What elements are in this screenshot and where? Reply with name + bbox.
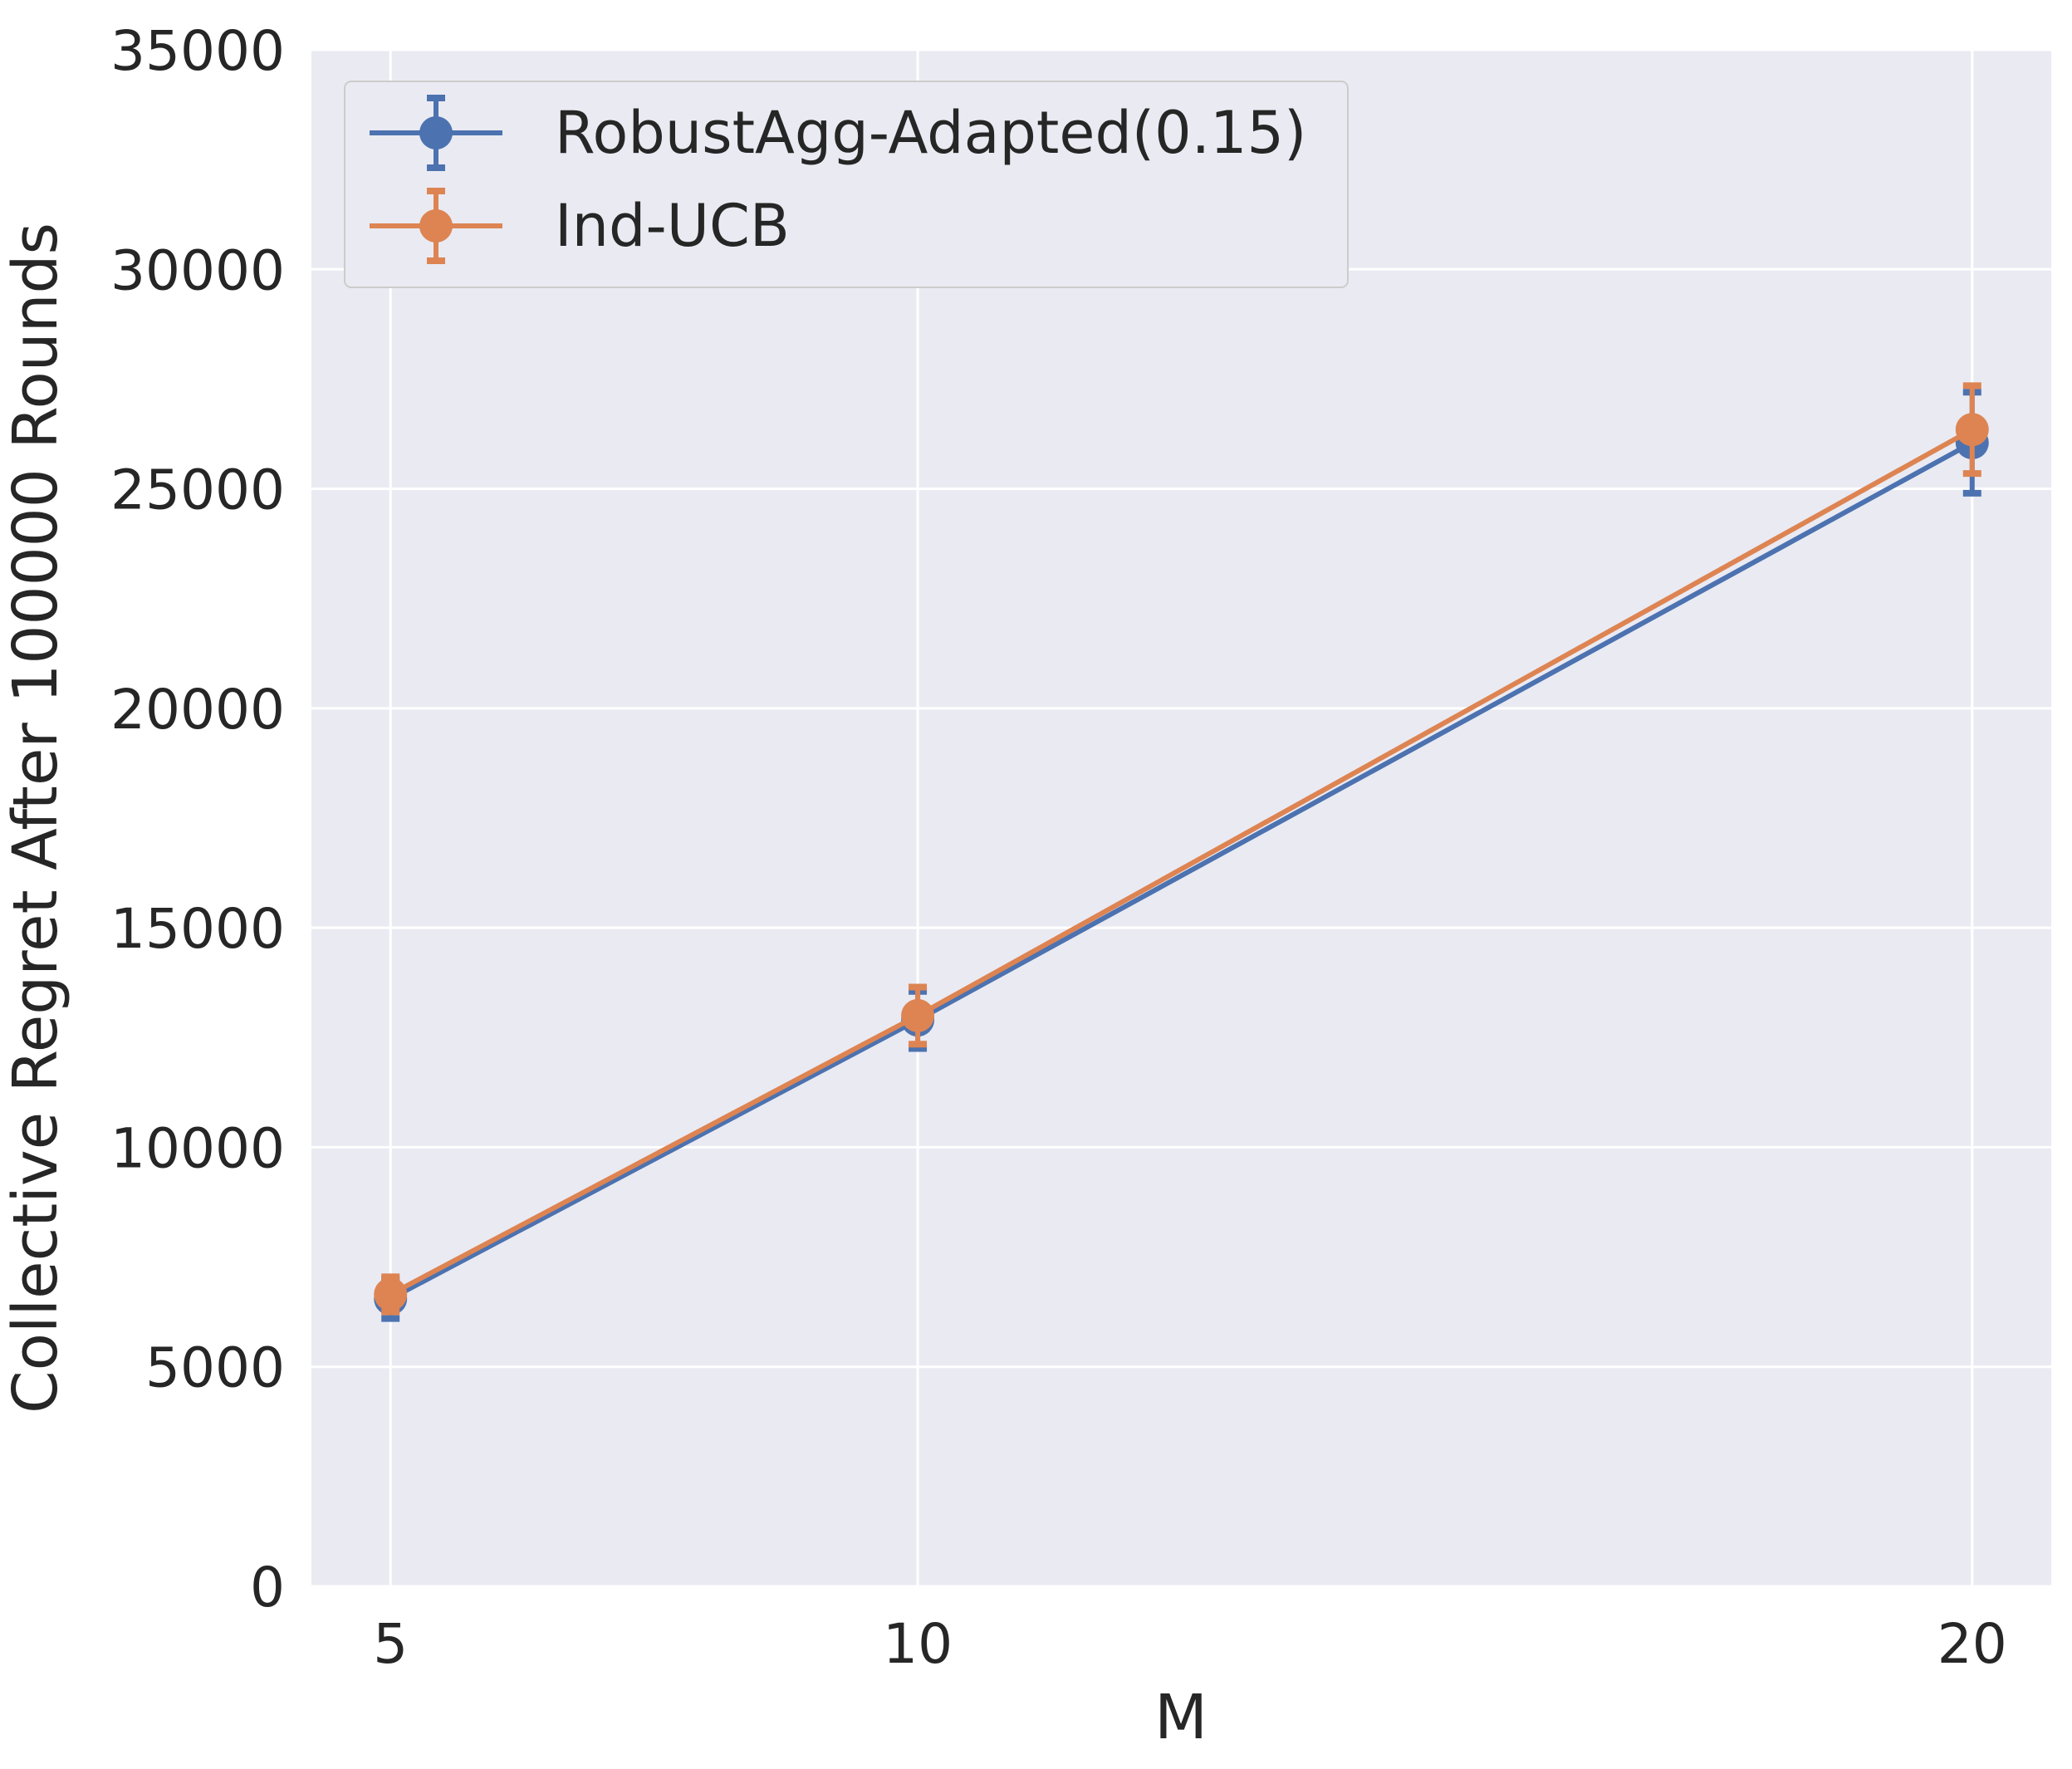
y-axis-label: Collective Regret After 100000 Rounds [0, 223, 71, 1414]
legend: RobustAgg-Adapted(0.15) Ind-UCB [344, 81, 1349, 288]
grid-lines [311, 48, 2051, 1588]
y-tick-label: 5000 [145, 1336, 285, 1400]
x-tick-label: 20 [1937, 1612, 2007, 1676]
data-point [1955, 413, 1989, 447]
y-tick-labels: 0 5000 10000 15000 20000 25000 30000 35000 [110, 19, 285, 1620]
legend-item: Ind-UCB [370, 188, 790, 264]
plot-background [311, 50, 2051, 1586]
data-point [901, 998, 935, 1032]
y-tick-label: 25000 [110, 458, 285, 522]
data-point [374, 1277, 408, 1311]
legend-frame [344, 81, 1349, 288]
x-tick-labels: 5 10 20 [373, 1612, 2007, 1676]
y-tick-label: 10000 [110, 1116, 285, 1180]
legend-marker [419, 116, 453, 149]
x-tick-label: 10 [883, 1612, 953, 1676]
legend-label: RobustAgg-Adapted(0.15) [555, 99, 1306, 167]
legend-item: RobustAgg-Adapted(0.15) [370, 95, 1306, 171]
legend-marker [419, 209, 453, 243]
y-tick-label: 20000 [110, 678, 285, 742]
y-tick-label: 0 [250, 1556, 285, 1620]
x-axis-label: M [1154, 1682, 1207, 1753]
x-tick-label: 5 [373, 1612, 408, 1676]
y-tick-label: 35000 [110, 19, 285, 83]
series-layer [374, 382, 1989, 1322]
legend-label: Ind-UCB [555, 192, 790, 260]
y-tick-label: 30000 [110, 238, 285, 302]
series-2 [374, 382, 1989, 1316]
y-tick-label: 15000 [110, 897, 285, 961]
